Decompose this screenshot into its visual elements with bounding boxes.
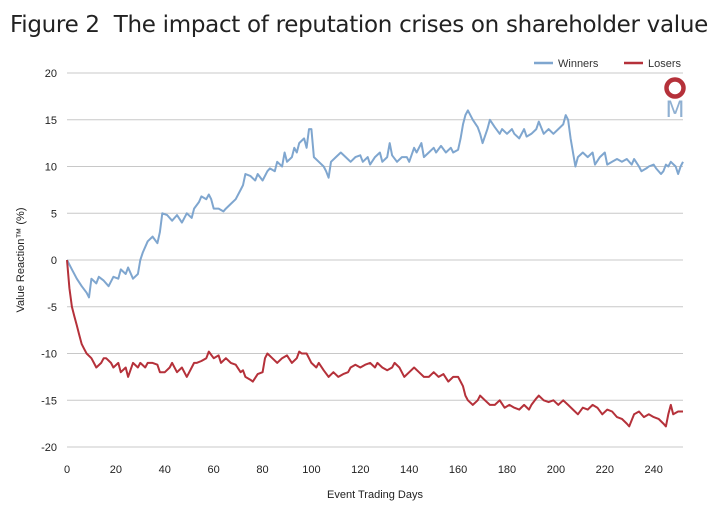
series-line-winners <box>66 109 684 299</box>
logo-ring-icon <box>664 77 686 99</box>
y-axis-ticks: 20 15 10 5 0 -5 -10 -15 -20 <box>41 68 57 454</box>
series-line-losers <box>66 259 683 428</box>
gridlines <box>67 72 683 448</box>
logo-letter: M <box>666 98 685 123</box>
x-axis-label: Event Trading Days <box>327 489 423 501</box>
y-tick-label: 0 <box>51 255 57 267</box>
series-lines <box>66 109 684 428</box>
x-tick-label: 240 <box>644 464 662 476</box>
y-tick-label: 15 <box>45 115 57 127</box>
legend: Winners Losers <box>534 58 682 70</box>
legend-label-winners: Winners <box>558 58 599 70</box>
y-tick-label: -20 <box>41 442 57 454</box>
x-tick-label: 40 <box>159 464 171 476</box>
y-axis-label: Value Reaction™ (%) <box>15 208 27 313</box>
x-tick-label: 0 <box>64 464 70 476</box>
x-axis-ticks: 0 20 40 60 80 100 120 140 160 180 200 220 240 <box>64 464 663 476</box>
x-tick-label: 100 <box>302 464 320 476</box>
y-tick-label: 20 <box>45 68 57 80</box>
brand-logo: M <box>664 77 686 123</box>
x-tick-label: 160 <box>449 464 467 476</box>
figure-title: The impact of reputation crises on share… <box>113 12 708 38</box>
x-tick-label: 20 <box>110 464 122 476</box>
y-tick-label: -10 <box>41 349 57 361</box>
y-tick-label: -5 <box>47 302 57 314</box>
legend-label-losers: Losers <box>648 58 682 70</box>
y-tick-label: 5 <box>51 208 57 220</box>
figure-label: Figure 2 <box>10 12 100 38</box>
x-tick-label: 120 <box>351 464 369 476</box>
x-tick-label: 220 <box>596 464 614 476</box>
y-tick-label: 10 <box>45 162 57 174</box>
y-tick-label: -15 <box>41 395 57 407</box>
x-tick-label: 200 <box>547 464 565 476</box>
x-tick-label: 80 <box>256 464 268 476</box>
chart-title: Figure 2 The impact of reputation crises … <box>10 12 708 38</box>
x-tick-label: 140 <box>400 464 418 476</box>
x-tick-label: 180 <box>498 464 516 476</box>
x-tick-label: 60 <box>208 464 220 476</box>
